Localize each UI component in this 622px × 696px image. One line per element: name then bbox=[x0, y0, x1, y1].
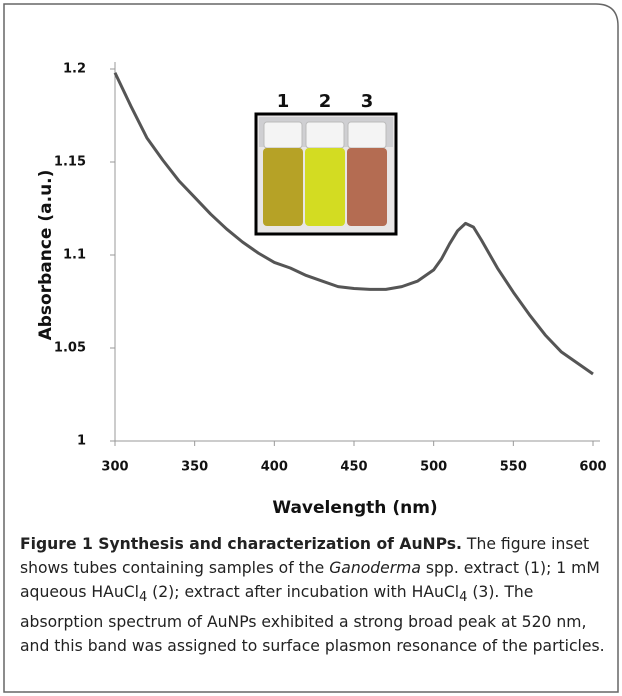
x-axis-title: Wavelength (nm) bbox=[272, 498, 437, 518]
tube-cap bbox=[347, 121, 387, 149]
line-series bbox=[113, 72, 594, 376]
caption-sub: 4 bbox=[459, 590, 468, 606]
y-axis-title: Absorbance (a.u.) bbox=[36, 170, 56, 341]
caption: Figure 1 Synthesis and characterization … bbox=[20, 532, 606, 658]
y-tick-label: 1.05 bbox=[54, 341, 86, 356]
caption-label: Figure 1 Synthesis and characterization … bbox=[20, 535, 462, 553]
y-tick-label: 1 bbox=[77, 434, 86, 449]
x-tick-label: 500 bbox=[420, 460, 447, 475]
x-tick-label: 300 bbox=[101, 460, 128, 475]
tube bbox=[263, 148, 303, 226]
x-tick-label: 400 bbox=[261, 460, 288, 475]
inset-label: 2 bbox=[319, 91, 332, 112]
caption-text: (2); extract after incubation with HAuCl bbox=[147, 583, 460, 601]
x-tick-label: 550 bbox=[500, 460, 527, 475]
x-tick-label: 450 bbox=[340, 460, 367, 475]
y-tick-label: 1.15 bbox=[54, 155, 86, 170]
tube-cap bbox=[305, 121, 345, 149]
caption-italic: Ganoderma bbox=[329, 559, 421, 577]
caption-text: The figure inset shows tubes containing … bbox=[20, 535, 590, 577]
y-tick-label: 1.2 bbox=[63, 62, 86, 77]
caption-text: spp. extract (1); 1 mM aqueous HAuCl bbox=[20, 559, 600, 601]
x-tick-label: 350 bbox=[181, 460, 208, 475]
tube bbox=[305, 148, 345, 226]
tube-cap bbox=[263, 121, 303, 149]
inset-label: 1 bbox=[277, 91, 290, 112]
inset-label: 3 bbox=[361, 91, 374, 112]
inset bbox=[254, 112, 398, 236]
frame bbox=[3, 3, 619, 693]
x-tick-label: 600 bbox=[579, 460, 606, 475]
tube bbox=[347, 148, 387, 226]
caption-sub: 4 bbox=[138, 590, 148, 606]
caption-text: (3). The absorption spectrum of AuNPs ex… bbox=[20, 583, 605, 656]
y-tick-label: 1.1 bbox=[63, 248, 86, 263]
